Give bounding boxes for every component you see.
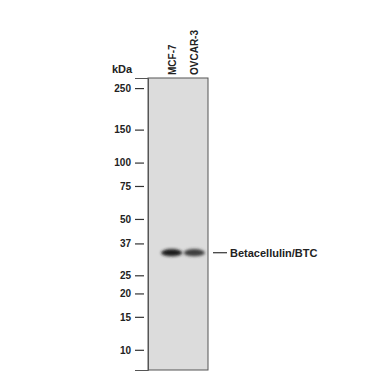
tick-mark xyxy=(135,293,144,294)
membrane xyxy=(148,78,208,370)
tick-label: 10 xyxy=(120,344,132,355)
tick-mark xyxy=(135,130,144,131)
axis-line xyxy=(135,79,149,371)
tick-label: 20 xyxy=(120,288,132,299)
y-axis: 10 15 20 25 37 50 75 100 150 250 xyxy=(114,79,148,371)
tick-label: 150 xyxy=(114,124,131,135)
figure: 10 15 20 25 37 50 75 100 150 250 kDa MCF-7 OVCAR-3 Be… xyxy=(0,0,375,375)
tick: 250 xyxy=(114,83,144,94)
band xyxy=(184,249,205,256)
tick-label: 25 xyxy=(120,270,132,281)
tick-mark xyxy=(135,162,144,163)
tick-mark xyxy=(135,186,144,187)
tick-mark xyxy=(135,275,144,276)
bands xyxy=(161,249,205,256)
tick-label: 250 xyxy=(114,83,131,94)
tick-label: 15 xyxy=(120,312,132,323)
tick-mark xyxy=(135,243,144,244)
tick-mark xyxy=(135,88,144,89)
tick: 20 xyxy=(120,288,144,299)
lane-label: MCF-7 xyxy=(167,44,178,75)
tick-label: 50 xyxy=(120,214,132,225)
annotation: Betacellulin/BTC xyxy=(230,247,317,259)
annotation-line xyxy=(213,252,227,253)
tick: 50 xyxy=(120,214,144,225)
tick-label: 100 xyxy=(114,157,131,168)
tick-label: 37 xyxy=(120,238,132,249)
tick-mark xyxy=(135,317,144,318)
tick: 75 xyxy=(120,181,144,192)
tick: 37 xyxy=(120,238,144,249)
tick: 150 xyxy=(114,124,144,135)
tick-label: 75 xyxy=(120,181,132,192)
axis-title: kDa xyxy=(112,63,133,75)
tick-mark xyxy=(135,219,144,220)
lane-label: OVCAR-3 xyxy=(189,30,200,75)
tick: 25 xyxy=(120,270,144,281)
band xyxy=(161,249,182,256)
tick: 100 xyxy=(114,157,144,168)
tick: 15 xyxy=(120,312,144,323)
tick-mark xyxy=(135,350,144,351)
tick: 10 xyxy=(120,344,144,355)
